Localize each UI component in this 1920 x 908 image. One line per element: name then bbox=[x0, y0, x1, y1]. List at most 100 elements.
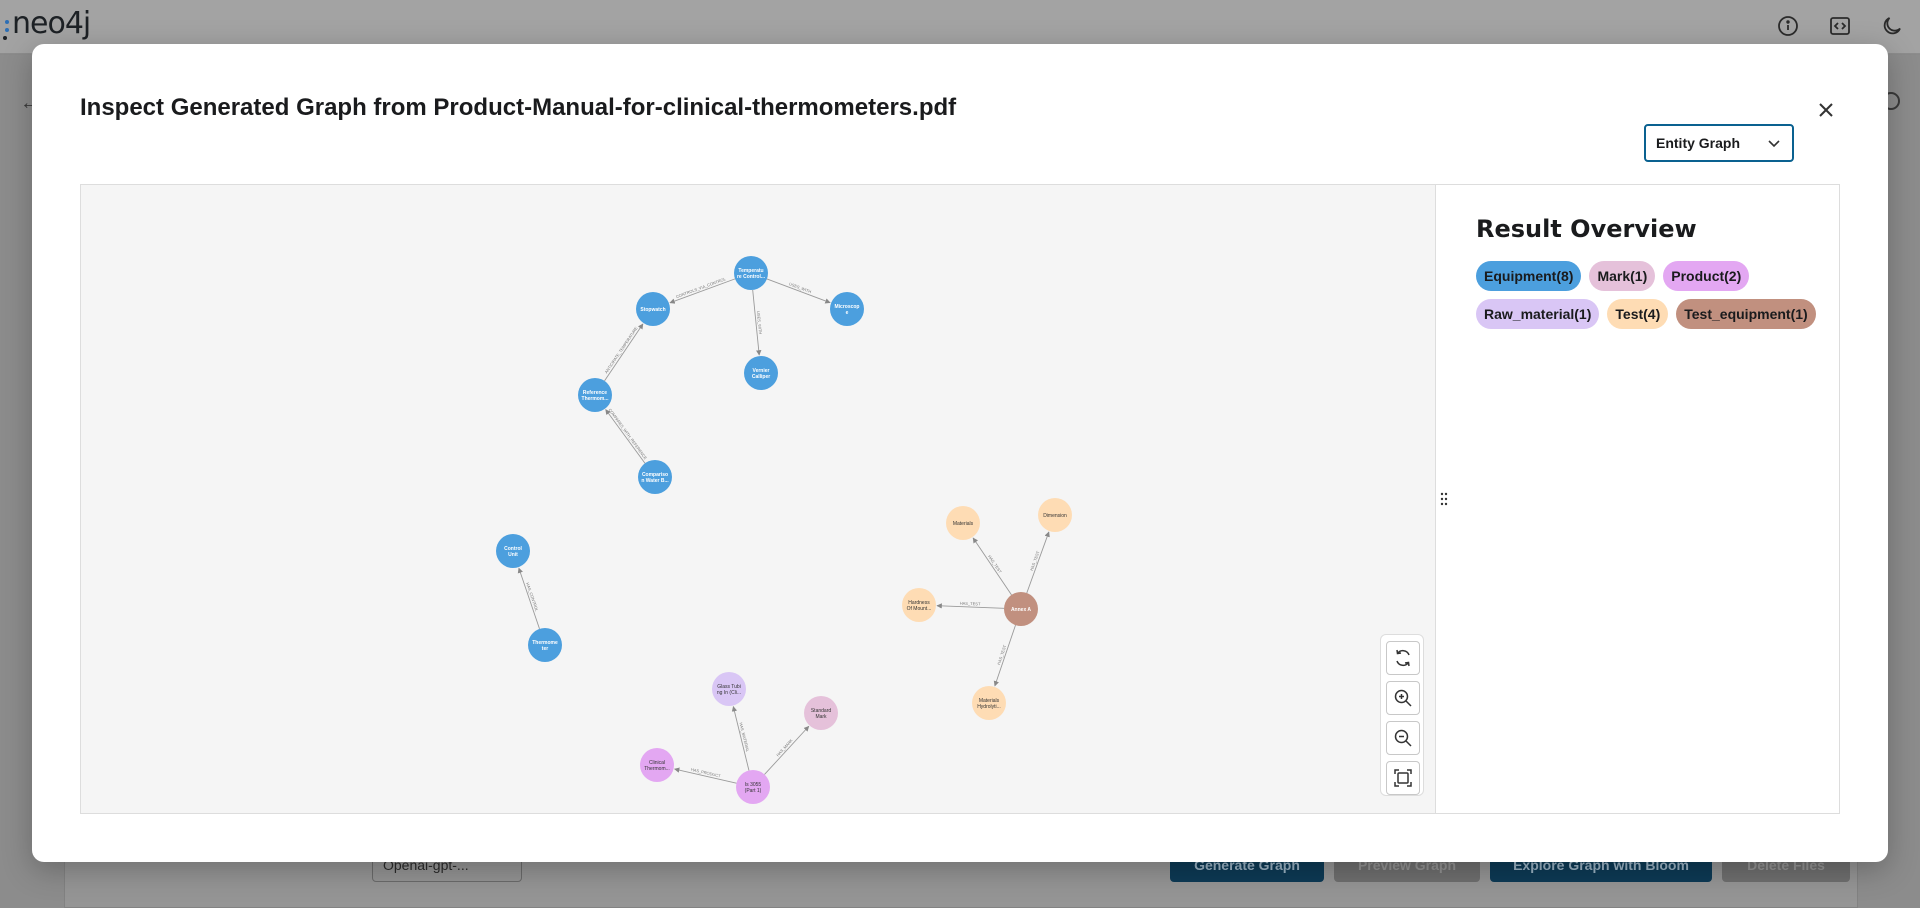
graph-node-circle[interactable] bbox=[830, 292, 864, 326]
zoom-out-icon bbox=[1394, 729, 1412, 747]
graph-node-equipment[interactable]: Stopwatch bbox=[636, 292, 670, 326]
graph-node-test-equipment[interactable]: Annex A bbox=[1004, 592, 1038, 626]
graph-edge-label: ANTICIPATE_TEMPERATURE bbox=[604, 326, 639, 375]
graph-node-label: Dimension bbox=[1043, 513, 1067, 519]
graph-edge-label: CONTROLS_VIA_CONTROL bbox=[675, 276, 727, 299]
graph-node-label: Annex A bbox=[1011, 607, 1031, 613]
neo4j-logo[interactable]: neo4j bbox=[12, 6, 91, 41]
code-icon[interactable] bbox=[1828, 14, 1852, 38]
resize-handle[interactable] bbox=[1436, 184, 1452, 814]
info-icon[interactable] bbox=[1776, 14, 1800, 38]
drag-dots-icon bbox=[1440, 492, 1448, 506]
graph-node-product[interactable]: ClinicalThermom... bbox=[640, 748, 674, 782]
refresh-icon bbox=[1396, 649, 1410, 667]
graph-node-label: ng In (Cli... bbox=[717, 690, 741, 696]
modal-title: Inspect Generated Graph from Product-Man… bbox=[80, 94, 957, 121]
graph-node-circle[interactable] bbox=[528, 628, 562, 662]
graph-edge[interactable] bbox=[972, 537, 1012, 596]
graph-edge[interactable] bbox=[605, 409, 646, 464]
graph-node-label: Clinical bbox=[649, 760, 665, 766]
graph-node-label: e bbox=[846, 310, 849, 316]
label-chip-test[interactable]: Test(4) bbox=[1607, 299, 1669, 329]
graph-node-label: Hardness bbox=[908, 600, 930, 606]
graph-node-circle[interactable] bbox=[734, 256, 768, 290]
zoom-out-button[interactable] bbox=[1386, 721, 1420, 755]
graph-node-circle[interactable] bbox=[496, 534, 530, 568]
graph-node-label: n Water B... bbox=[641, 478, 669, 484]
fit-to-screen-button[interactable] bbox=[1386, 761, 1420, 795]
graph-node-label: Mark bbox=[815, 714, 827, 720]
graph-node-product[interactable]: Is 3055(Part 1) bbox=[736, 770, 770, 804]
graph-node-label: Materials bbox=[953, 521, 974, 527]
graph-toolbar bbox=[1380, 634, 1424, 796]
graph-node-circle[interactable] bbox=[1038, 498, 1072, 532]
graph-edge-label: COMPARES_WITH_REFERENCE bbox=[608, 407, 649, 460]
graph-node-test[interactable]: Dimension bbox=[1038, 498, 1072, 532]
graph-node-circle[interactable] bbox=[636, 292, 670, 326]
neo4j-logo-icon bbox=[3, 20, 9, 40]
label-chip-product[interactable]: Product(2) bbox=[1663, 261, 1750, 291]
graph-node-circle[interactable] bbox=[804, 696, 838, 730]
graph-edge[interactable] bbox=[517, 567, 540, 630]
moon-icon[interactable] bbox=[1880, 14, 1904, 38]
result-overview-title: Result Overview bbox=[1476, 215, 1697, 243]
graph-edge-label: USES_WITH bbox=[788, 281, 812, 294]
close-icon[interactable] bbox=[1812, 96, 1840, 124]
chevron-down-icon bbox=[1768, 140, 1780, 148]
zoom-in-button[interactable] bbox=[1386, 681, 1420, 715]
label-chip-raw-material[interactable]: Raw_material(1) bbox=[1476, 299, 1600, 329]
graph-node-test[interactable]: MaterialsHydrolyti... bbox=[972, 686, 1006, 720]
graph-node-circle[interactable] bbox=[578, 378, 612, 412]
label-chip-mark[interactable]: Mark(1) bbox=[1589, 261, 1656, 291]
graph-node-circle[interactable] bbox=[736, 770, 770, 804]
graph-edge[interactable] bbox=[1026, 531, 1050, 594]
graph-edge[interactable] bbox=[674, 767, 737, 784]
graph-node-label: Is 3055 bbox=[745, 782, 762, 788]
label-chip-equipment[interactable]: Equipment(8) bbox=[1476, 261, 1582, 291]
graph-node-circle[interactable] bbox=[972, 686, 1006, 720]
graph-edge[interactable] bbox=[764, 725, 810, 775]
graph-edge[interactable] bbox=[731, 705, 750, 771]
graph-edge-label: HAS_TEST bbox=[987, 554, 1003, 574]
graph-node-circle[interactable] bbox=[712, 672, 746, 706]
graph-node-circle[interactable] bbox=[1004, 592, 1038, 626]
graph-node-label: Reference bbox=[583, 390, 607, 396]
refresh-button[interactable] bbox=[1386, 641, 1420, 675]
graph-node-equipment[interactable]: ReferenceThermom... bbox=[578, 378, 612, 412]
graph-node-label: Standard bbox=[811, 708, 832, 714]
graph-edge[interactable] bbox=[936, 603, 1005, 609]
graph-edge[interactable] bbox=[752, 289, 762, 356]
graph-node-circle[interactable] bbox=[638, 460, 672, 494]
fit-to-screen-icon bbox=[1394, 769, 1412, 787]
graph-type-select[interactable]: Entity Graph bbox=[1644, 124, 1794, 162]
graph-node-label: Thermome bbox=[532, 640, 558, 646]
graph-node-circle[interactable] bbox=[640, 748, 674, 782]
graph-edge-label: HAS_MATERIAL bbox=[738, 722, 750, 753]
graph-node-circle[interactable] bbox=[902, 588, 936, 622]
label-chip-test-equipment[interactable]: Test_equipment(1) bbox=[1676, 299, 1816, 329]
graph-canvas[interactable]: CONTROLS_VIA_CONTROL USES_WITH USES_WITH AN… bbox=[80, 184, 1436, 814]
graph-edge[interactable] bbox=[604, 323, 644, 382]
graph-node-circle[interactable] bbox=[744, 356, 778, 390]
graph-node-label: Thermom... bbox=[644, 766, 670, 772]
result-overview-panel: Result Overview Equipment(8) Mark(1) Pro… bbox=[1452, 184, 1840, 814]
graph-node-circle[interactable] bbox=[946, 506, 980, 540]
graph-edge-label: HAS_PRODUCT bbox=[690, 767, 721, 779]
graph-edge-label: HAS_TEST bbox=[1029, 550, 1041, 572]
graph-edge[interactable] bbox=[669, 278, 736, 304]
graph-edge[interactable] bbox=[766, 278, 831, 304]
graph-node-label: (Part 1) bbox=[745, 788, 762, 794]
graph-node-test[interactable]: Materials bbox=[946, 506, 980, 540]
graph-edge[interactable] bbox=[993, 624, 1016, 687]
graph-edge-label: HAS_TEST bbox=[960, 601, 981, 607]
graph-svg[interactable]: CONTROLS_VIA_CONTROL USES_WITH USES_WITH AN… bbox=[81, 185, 1437, 815]
